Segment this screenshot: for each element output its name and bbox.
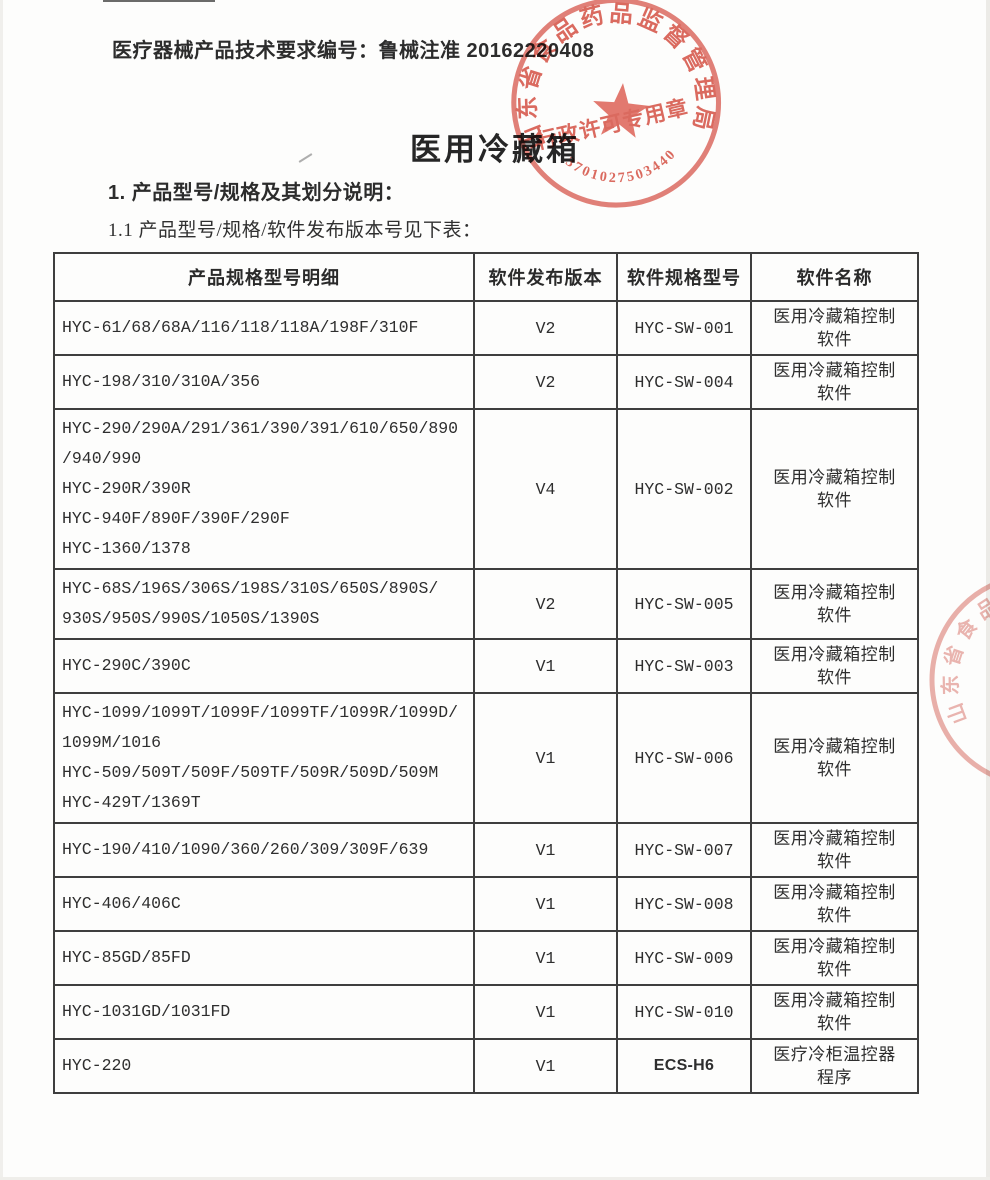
col-header-models: 产品规格型号明细 (53, 252, 475, 302)
col-header-sw-name: 软件名称 (750, 252, 919, 302)
cell-sw-model: HYC-SW-003 (616, 638, 752, 694)
partial-seal-text: 山东省食品药 (915, 540, 990, 727)
cell-version: V1 (473, 876, 618, 932)
table-row: HYC-198/310/310A/356 V2 HYC-SW-004 医用冷藏箱… (53, 354, 919, 410)
partial-seal-ring (929, 583, 990, 777)
cell-sw-name: 医用冷藏箱控制 软件 (750, 300, 919, 356)
page-title: 医用冷藏箱 (410, 132, 580, 167)
table-row: HYC-406/406C V1 HYC-SW-008 医用冷藏箱控制 软件 (53, 876, 919, 932)
cell-models: HYC-198/310/310A/356 (53, 354, 475, 410)
scan-edge-left (0, 0, 3, 1180)
seal-star-icon (593, 83, 650, 138)
cell-sw-model: HYC-SW-001 (616, 300, 752, 356)
cell-models: HYC-220 (53, 1038, 475, 1094)
cell-sw-model: HYC-SW-005 (616, 568, 752, 640)
cell-sw-name: 医用冷藏箱控制 软件 (750, 408, 919, 570)
cell-models: HYC-290/290A/291/361/390/391/610/650/890… (53, 408, 475, 570)
cell-sw-model: HYC-SW-004 (616, 354, 752, 410)
scan-edge-bottom (0, 1177, 990, 1180)
cell-version: V4 (473, 408, 618, 570)
cell-sw-model: HYC-SW-006 (616, 692, 752, 824)
section-heading-1: 1. 产品型号/规格及其划分说明： (108, 182, 405, 204)
cell-sw-model: HYC-SW-002 (616, 408, 752, 570)
table-row: HYC-1099/1099T/1099F/1099TF/1099R/1099D/… (53, 692, 919, 824)
cell-version: V2 (473, 354, 618, 410)
cell-sw-name: 医用冷藏箱控制 软件 (750, 692, 919, 824)
table-row: HYC-61/68/68A/116/118/118A/198F/310F V2 … (53, 300, 919, 356)
cell-models: HYC-1031GD/1031FD (53, 984, 475, 1040)
cell-sw-name: 医用冷藏箱控制 软件 (750, 930, 919, 986)
cell-models: HYC-68S/196S/306S/198S/310S/650S/890S/ 9… (53, 568, 475, 640)
cell-version: V2 (473, 568, 618, 640)
cell-models: HYC-290C/390C (53, 638, 475, 694)
official-seal: 山东省食品药品监督管理局 行政许可专用章 3701027503440 (495, 0, 742, 230)
cell-models: HYC-61/68/68A/116/118/118A/198F/310F (53, 300, 475, 356)
cell-models: HYC-85GD/85FD (53, 930, 475, 986)
cell-version: V1 (473, 822, 618, 878)
col-header-sw-model: 软件规格型号 (616, 252, 752, 302)
cell-version: V1 (473, 1038, 618, 1094)
cell-models: HYC-406/406C (53, 876, 475, 932)
cell-sw-model: HYC-SW-007 (616, 822, 752, 878)
official-seal-graphic: 山东省食品药品监督管理局 行政许可专用章 3701027503440 (504, 0, 722, 208)
seal-serial-number: 3701027503440 (561, 144, 682, 191)
cell-version: V2 (473, 300, 618, 356)
partial-seal-graphic: 山东省食品药 (902, 521, 990, 777)
cell-version: V1 (473, 692, 618, 824)
cell-sw-model: HYC-SW-010 (616, 984, 752, 1040)
scan-artifact-top-line (103, 0, 215, 2)
table-row: HYC-1031GD/1031FD V1 HYC-SW-010 医用冷藏箱控制 … (53, 984, 919, 1040)
document-number-line: 医疗器械产品技术要求编号：鲁械注准 20162220408 (112, 40, 595, 62)
cell-sw-model: HYC-SW-008 (616, 876, 752, 932)
cell-version: V1 (473, 638, 618, 694)
table-row: HYC-220 V1 ECS-H6 医疗冷柜温控器 程序 (53, 1038, 919, 1094)
table-row: HYC-290/290A/291/361/390/391/610/650/890… (53, 408, 919, 570)
table-row: HYC-68S/196S/306S/198S/310S/650S/890S/ 9… (53, 568, 919, 640)
seal-ring (511, 0, 722, 208)
cell-sw-name: 医用冷藏箱控制 软件 (750, 876, 919, 932)
cell-version: V1 (473, 930, 618, 986)
cell-sw-name: 医用冷藏箱控制 软件 (750, 638, 919, 694)
scan-edge-right (986, 0, 990, 1180)
table-row: HYC-290C/390C V1 HYC-SW-003 医用冷藏箱控制 软件 (53, 638, 919, 694)
cell-sw-name: 医用冷藏箱控制 软件 (750, 568, 919, 640)
product-spec-table: 产品规格型号明细 软件发布版本 软件规格型号 软件名称 HYC-61/68/68… (53, 252, 919, 1094)
cell-sw-name: 医用冷藏箱控制 软件 (750, 984, 919, 1040)
cell-version: V1 (473, 984, 618, 1040)
table-row: HYC-190/410/1090/360/260/309/309F/639 V1… (53, 822, 919, 878)
cell-sw-name: 医用冷藏箱控制 软件 (750, 354, 919, 410)
table-row: HYC-85GD/85FD V1 HYC-SW-009 医用冷藏箱控制 软件 (53, 930, 919, 986)
col-header-version: 软件发布版本 (473, 252, 618, 302)
table-header-row: 产品规格型号明细 软件发布版本 软件规格型号 软件名称 (53, 252, 919, 302)
section-heading-1-1: 1.1 产品型号/规格/软件发布版本号见下表： (108, 220, 482, 241)
cell-sw-model: HYC-SW-009 (616, 930, 752, 986)
cell-models: HYC-1099/1099T/1099F/1099TF/1099R/1099D/… (53, 692, 475, 824)
cell-sw-model: ECS-H6 (616, 1038, 752, 1094)
cell-sw-name: 医疗冷柜温控器 程序 (750, 1038, 919, 1094)
cell-models: HYC-190/410/1090/360/260/309/309F/639 (53, 822, 475, 878)
cell-sw-name: 医用冷藏箱控制 软件 (750, 822, 919, 878)
partial-seal-right-edge: 山东省食品药 (902, 521, 990, 825)
